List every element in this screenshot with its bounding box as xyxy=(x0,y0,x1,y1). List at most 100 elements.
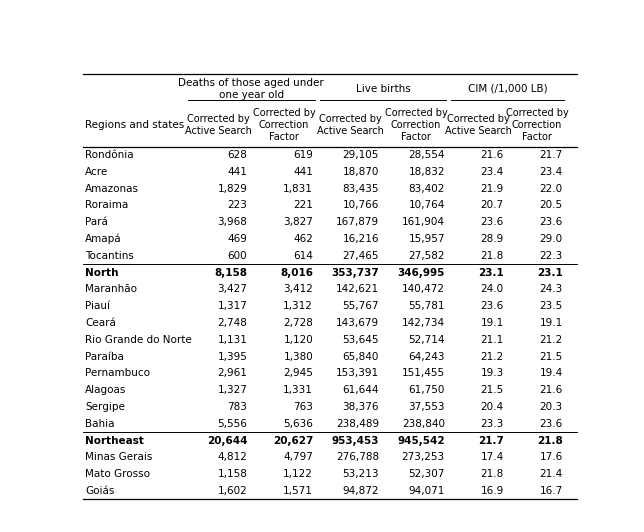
Text: Corrected by
Correction
Factor: Corrected by Correction Factor xyxy=(252,109,316,142)
Text: 21.4: 21.4 xyxy=(540,469,563,479)
Text: Roraima: Roraima xyxy=(85,201,128,210)
Text: 55,781: 55,781 xyxy=(408,301,445,311)
Text: Goiás: Goiás xyxy=(85,486,115,496)
Text: 24.3: 24.3 xyxy=(540,284,563,294)
Text: Corrected by
Correction
Factor: Corrected by Correction Factor xyxy=(506,109,569,142)
Text: 23.1: 23.1 xyxy=(537,268,563,278)
Text: 2,728: 2,728 xyxy=(283,318,313,328)
Text: 65,840: 65,840 xyxy=(343,352,379,362)
Text: 1,131: 1,131 xyxy=(217,335,247,345)
Text: Rio Grande do Norte: Rio Grande do Norte xyxy=(85,335,192,345)
Text: 143,679: 143,679 xyxy=(336,318,379,328)
Text: Mato Grosso: Mato Grosso xyxy=(85,469,150,479)
Text: 3,412: 3,412 xyxy=(283,284,313,294)
Text: 18,832: 18,832 xyxy=(408,167,445,177)
Text: 22.3: 22.3 xyxy=(540,251,563,261)
Text: 221: 221 xyxy=(293,201,313,210)
Text: 5,556: 5,556 xyxy=(217,419,247,429)
Text: 21.8: 21.8 xyxy=(480,251,504,261)
Text: 20,627: 20,627 xyxy=(272,436,313,445)
Text: Live births: Live births xyxy=(355,84,410,94)
Text: 8,158: 8,158 xyxy=(214,268,247,278)
Text: 153,391: 153,391 xyxy=(336,368,379,378)
Text: Acre: Acre xyxy=(85,167,108,177)
Text: Deaths of those aged under
one year old: Deaths of those aged under one year old xyxy=(178,78,324,99)
Text: 23.6: 23.6 xyxy=(480,217,504,227)
Text: 28.9: 28.9 xyxy=(480,234,504,244)
Text: 10,764: 10,764 xyxy=(408,201,445,210)
Text: Amazonas: Amazonas xyxy=(85,184,139,194)
Text: 52,307: 52,307 xyxy=(408,469,445,479)
Text: 55,767: 55,767 xyxy=(343,301,379,311)
Text: 167,879: 167,879 xyxy=(336,217,379,227)
Text: 21.5: 21.5 xyxy=(540,352,563,362)
Text: 1,571: 1,571 xyxy=(283,486,313,496)
Text: 23.3: 23.3 xyxy=(480,419,504,429)
Text: 276,788: 276,788 xyxy=(336,452,379,462)
Text: 223: 223 xyxy=(227,201,247,210)
Text: 19.4: 19.4 xyxy=(540,368,563,378)
Text: 1,602: 1,602 xyxy=(218,486,247,496)
Text: 15,957: 15,957 xyxy=(408,234,445,244)
Text: 23.4: 23.4 xyxy=(540,167,563,177)
Text: 16.7: 16.7 xyxy=(540,486,563,496)
Text: 142,621: 142,621 xyxy=(336,284,379,294)
Text: 37,553: 37,553 xyxy=(408,402,445,412)
Text: Northeast: Northeast xyxy=(85,436,144,445)
Text: Minas Gerais: Minas Gerais xyxy=(85,452,153,462)
Text: 1,829: 1,829 xyxy=(217,184,247,194)
Text: 20.7: 20.7 xyxy=(480,201,504,210)
Text: 4,797: 4,797 xyxy=(283,452,313,462)
Text: 2,945: 2,945 xyxy=(283,368,313,378)
Text: 346,995: 346,995 xyxy=(397,268,445,278)
Text: 38,376: 38,376 xyxy=(343,402,379,412)
Text: 1,327: 1,327 xyxy=(217,385,247,395)
Text: 462: 462 xyxy=(293,234,313,244)
Text: Amapá: Amapá xyxy=(85,234,122,244)
Text: Sergipe: Sergipe xyxy=(85,402,125,412)
Text: Corrected by
Active Search: Corrected by Active Search xyxy=(445,114,512,136)
Text: 21.2: 21.2 xyxy=(480,352,504,362)
Text: 64,243: 64,243 xyxy=(408,352,445,362)
Text: 441: 441 xyxy=(293,167,313,177)
Text: 23.6: 23.6 xyxy=(540,217,563,227)
Text: 21.6: 21.6 xyxy=(540,385,563,395)
Text: Piauí: Piauí xyxy=(85,301,110,311)
Text: Ceará: Ceará xyxy=(85,318,116,328)
Text: 17.6: 17.6 xyxy=(540,452,563,462)
Text: 23.5: 23.5 xyxy=(540,301,563,311)
Text: 61,644: 61,644 xyxy=(343,385,379,395)
Text: 23.4: 23.4 xyxy=(480,167,504,177)
Text: 23.6: 23.6 xyxy=(540,419,563,429)
Text: 273,253: 273,253 xyxy=(402,452,445,462)
Text: 22.0: 22.0 xyxy=(540,184,563,194)
Text: 17.4: 17.4 xyxy=(480,452,504,462)
Text: 21.7: 21.7 xyxy=(478,436,504,445)
Text: 600: 600 xyxy=(227,251,247,261)
Text: 3,427: 3,427 xyxy=(217,284,247,294)
Text: 953,453: 953,453 xyxy=(332,436,379,445)
Text: 21.1: 21.1 xyxy=(480,335,504,345)
Text: 945,542: 945,542 xyxy=(397,436,445,445)
Text: 5,636: 5,636 xyxy=(283,419,313,429)
Text: 27,465: 27,465 xyxy=(343,251,379,261)
Text: 441: 441 xyxy=(227,167,247,177)
Text: 18,870: 18,870 xyxy=(343,167,379,177)
Text: 83,435: 83,435 xyxy=(343,184,379,194)
Text: 1,831: 1,831 xyxy=(283,184,313,194)
Text: 19.1: 19.1 xyxy=(480,318,504,328)
Text: 16,216: 16,216 xyxy=(343,234,379,244)
Text: 142,734: 142,734 xyxy=(402,318,445,328)
Text: 19.3: 19.3 xyxy=(480,368,504,378)
Text: Regions and states: Regions and states xyxy=(85,120,184,130)
Text: Rondônia: Rondônia xyxy=(85,150,133,160)
Text: 20.3: 20.3 xyxy=(540,402,563,412)
Text: 21.8: 21.8 xyxy=(480,469,504,479)
Text: Tocantins: Tocantins xyxy=(85,251,134,261)
Text: Paraíba: Paraíba xyxy=(85,352,124,362)
Text: 94,071: 94,071 xyxy=(408,486,445,496)
Text: 763: 763 xyxy=(293,402,313,412)
Text: 52,714: 52,714 xyxy=(408,335,445,345)
Text: 23.1: 23.1 xyxy=(478,268,504,278)
Text: 1,317: 1,317 xyxy=(217,301,247,311)
